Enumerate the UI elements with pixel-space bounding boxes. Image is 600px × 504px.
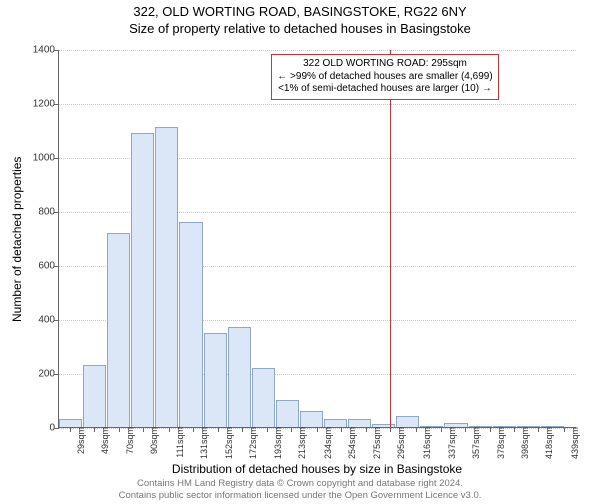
x-tick-label: 193sqm xyxy=(271,427,283,459)
x-tick-mark xyxy=(70,427,71,432)
histogram-bar xyxy=(59,419,82,427)
x-tick-label: 439sqm xyxy=(568,427,580,459)
annotation-line-2: ← >99% of detached houses are smaller (4… xyxy=(277,71,492,84)
x-tick-label: 316sqm xyxy=(420,427,432,459)
annotation-line-3: <1% of semi-detached houses are larger (… xyxy=(277,83,492,96)
x-tick-label: 29sqm xyxy=(74,427,86,454)
x-tick-mark xyxy=(143,427,144,432)
x-tick-mark xyxy=(242,427,243,432)
x-tick-label: 172sqm xyxy=(246,427,258,459)
x-tick-mark xyxy=(490,427,491,432)
footer-line-2: Contains public sector information licen… xyxy=(0,490,600,502)
x-tick-mark xyxy=(416,427,417,432)
y-tick-mark xyxy=(54,50,59,51)
x-tick-mark xyxy=(267,427,268,432)
histogram-chart: 020040060080010001200140029sqm49sqm70sqm… xyxy=(58,50,576,428)
histogram-bar xyxy=(252,368,275,427)
x-tick-mark xyxy=(564,427,565,432)
y-axis-label: Number of detached properties xyxy=(10,50,24,428)
histogram-bar xyxy=(228,327,251,427)
x-tick-label: 337sqm xyxy=(445,427,457,459)
x-tick-mark xyxy=(291,427,292,432)
x-tick-mark xyxy=(514,427,515,432)
histogram-bar xyxy=(300,411,323,427)
y-tick-mark xyxy=(54,212,59,213)
x-tick-label: 152sqm xyxy=(222,427,234,459)
annotation-box: 322 OLD WORTING ROAD: 295sqm← >99% of de… xyxy=(271,54,498,100)
x-tick-mark xyxy=(218,427,219,432)
y-tick-mark xyxy=(54,428,59,429)
x-tick-mark xyxy=(169,427,170,432)
x-tick-label: 357sqm xyxy=(469,427,481,459)
x-tick-label: 418sqm xyxy=(542,427,554,459)
y-tick-mark xyxy=(54,374,59,375)
x-tick-label: 275sqm xyxy=(370,427,382,459)
x-tick-mark xyxy=(94,427,95,432)
x-tick-mark xyxy=(465,427,466,432)
x-tick-label: 398sqm xyxy=(518,427,530,459)
histogram-bar xyxy=(179,222,202,427)
y-tick-mark xyxy=(54,104,59,105)
footer-line-1: Contains HM Land Registry data © Crown c… xyxy=(0,478,600,490)
page-subtitle: Size of property relative to detached ho… xyxy=(0,21,600,36)
x-tick-label: 111sqm xyxy=(173,427,185,458)
histogram-bar xyxy=(83,365,106,427)
plot-area: 020040060080010001200140029sqm49sqm70sqm… xyxy=(58,50,576,428)
y-tick-mark xyxy=(54,266,59,267)
x-tick-label: 70sqm xyxy=(123,427,135,454)
x-tick-label: 49sqm xyxy=(98,427,110,454)
histogram-bar xyxy=(276,400,299,427)
x-tick-label: 234sqm xyxy=(321,427,333,459)
x-tick-label: 213sqm xyxy=(295,427,307,459)
reference-line xyxy=(390,50,391,427)
x-tick-mark xyxy=(341,427,342,432)
histogram-bar xyxy=(155,127,178,427)
x-tick-label: 254sqm xyxy=(345,427,357,459)
x-tick-label: 295sqm xyxy=(394,427,406,459)
histogram-bar xyxy=(348,419,371,427)
x-tick-mark xyxy=(193,427,194,432)
gridline xyxy=(59,50,576,51)
x-tick-label: 131sqm xyxy=(197,427,209,459)
x-tick-label: 90sqm xyxy=(147,427,159,454)
x-tick-mark xyxy=(441,427,442,432)
gridline xyxy=(59,104,576,105)
attribution-footer: Contains HM Land Registry data © Crown c… xyxy=(0,478,600,502)
x-tick-label: 378sqm xyxy=(494,427,506,459)
histogram-bar xyxy=(131,133,154,427)
y-tick-mark xyxy=(54,158,59,159)
page-title: 322, OLD WORTING ROAD, BASINGSTOKE, RG22… xyxy=(0,4,600,19)
histogram-bar xyxy=(396,416,419,427)
x-tick-mark xyxy=(119,427,120,432)
y-tick-mark xyxy=(54,320,59,321)
histogram-bar xyxy=(107,233,130,427)
histogram-bar xyxy=(324,419,347,427)
annotation-line-1: 322 OLD WORTING ROAD: 295sqm xyxy=(277,58,492,71)
x-axis-label: Distribution of detached houses by size … xyxy=(58,462,576,476)
x-tick-mark xyxy=(538,427,539,432)
x-tick-mark xyxy=(317,427,318,432)
histogram-bar xyxy=(204,333,227,428)
x-tick-mark xyxy=(366,427,367,432)
x-tick-mark xyxy=(390,427,391,432)
